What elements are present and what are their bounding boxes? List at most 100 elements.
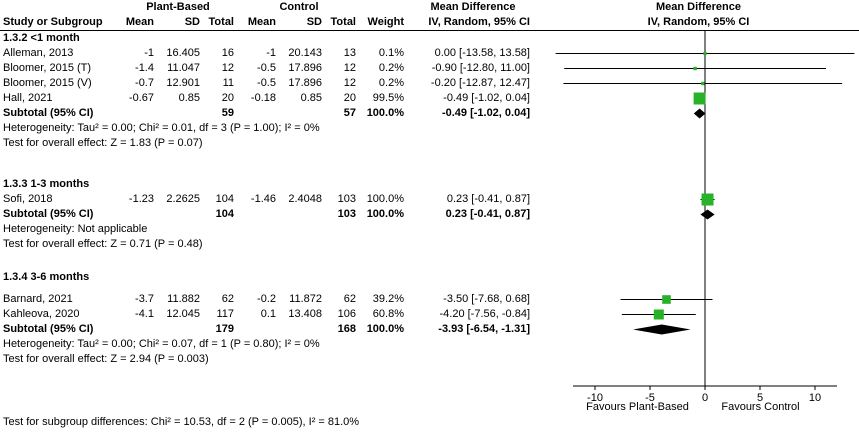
subtotal-label: Subtotal (95% CI): [3, 107, 94, 119]
study-row: Barnard, 2021 -3.7 11.882 62 -0.2 11.872…: [0, 292, 859, 307]
col-mean1: Mean: [125, 16, 154, 28]
ctrl-sd: 20.143: [288, 47, 322, 59]
overall-effect-text: Test for overall effect: Z = 1.83 (P = 0…: [3, 137, 203, 149]
group1-header: Plant-Based: [146, 1, 210, 13]
subtotal-row: Subtotal (95% CI) 179 168 100.0% -3.93 […: [0, 322, 859, 337]
heterogeneity-text: Heterogeneity: Tau² = 0.00; Chi² = 0.01,…: [3, 122, 320, 134]
weight: 0.2%: [378, 62, 404, 74]
table-header: Plant-Based Control Mean Difference Mean…: [0, 0, 859, 31]
weight: 0.1%: [378, 47, 404, 59]
subgroup-title: 1.3.4 3-6 months: [3, 271, 90, 283]
pb-total: 179: [215, 323, 234, 335]
ci-text: 0.00 [-13.58, 13.58]: [434, 47, 530, 59]
ctrl-mean: 0.1: [260, 308, 276, 320]
ci-text: -4.20 [-7.56, -0.84]: [439, 308, 531, 320]
col-study: Study or Subgroup: [3, 16, 103, 28]
study-row: Alleman, 2013 -1 16.405 16 -1 20.143 13 …: [0, 46, 859, 61]
study-row: Sofi, 2018 -1.23 2.2625 104 -1.46 2.4048…: [0, 192, 859, 207]
favours-left-label: Favours Plant-Based: [586, 401, 689, 413]
ci-text: -3.50 [-7.68, 0.68]: [443, 293, 530, 305]
pb-mean: -1.4: [135, 62, 154, 74]
pb-sd: 11.882: [167, 293, 200, 305]
ci-text: -0.90 [-12.80, 11.00]: [431, 62, 530, 74]
ctrl-total: 12: [343, 62, 356, 74]
ctrl-mean: -1: [266, 47, 276, 59]
effect-header-text: Mean Difference: [430, 1, 516, 13]
study-name: Kahleova, 2020: [3, 308, 80, 320]
ctrl-mean: -0.5: [257, 77, 276, 89]
ci-text: -3.93 [-6.54, -1.31]: [438, 323, 530, 335]
heterogeneity-text: Heterogeneity: Not applicable: [3, 223, 148, 235]
weight: 100.0%: [366, 323, 404, 335]
weight: 100.0%: [366, 208, 404, 220]
ctrl-mean: -0.5: [257, 62, 276, 74]
study-name: Barnard, 2021: [3, 293, 73, 305]
pb-sd: 16.405: [166, 47, 200, 59]
ctrl-sd: 13.408: [288, 308, 322, 320]
ctrl-total: 57: [343, 107, 356, 119]
study-name: Hall, 2021: [3, 92, 53, 104]
overall-effect-text: Test for overall effect: Z = 0.71 (P = 0…: [3, 238, 203, 250]
study-row: Hall, 2021 -0.67 0.85 20 -0.18 0.85 20 9…: [0, 91, 859, 106]
ctrl-sd: 11.872: [289, 293, 322, 305]
col-ci-plot: IV, Random, 95% CI: [647, 16, 750, 28]
pb-total: 104: [215, 208, 234, 220]
weight: 0.2%: [378, 77, 404, 89]
study-row: Bloomer, 2015 (T) -1.4 11.047 12 -0.5 17…: [0, 61, 859, 76]
ctrl-sd: 17.896: [288, 77, 322, 89]
pb-mean: -0.7: [135, 77, 154, 89]
ctrl-total: 62: [343, 293, 356, 305]
ctrl-total: 168: [337, 323, 356, 335]
pb-mean: -1.23: [128, 193, 154, 205]
weight: 100.0%: [366, 193, 404, 205]
ctrl-total: 13: [343, 47, 356, 59]
pb-mean: -3.7: [135, 293, 154, 305]
study-name: Bloomer, 2015 (T): [3, 62, 92, 74]
study-name: Sofi, 2018: [3, 193, 53, 205]
section-spacer: [0, 252, 859, 270]
weight: 100.0%: [366, 107, 404, 119]
ctrl-mean: -1.46: [250, 193, 276, 205]
ctrl-mean: -0.18: [250, 92, 276, 104]
ctrl-total: 20: [343, 92, 356, 104]
col-ci: IV, Random, 95% CI: [428, 16, 530, 28]
pb-total: 59: [221, 107, 234, 119]
study-name: Alleman, 2013: [3, 47, 74, 59]
pb-mean: -0.67: [128, 92, 154, 104]
ci-text: -0.20 [-12.87, 12.47]: [430, 77, 530, 89]
subtotal-row: Subtotal (95% CI) 59 57 100.0% -0.49 [-1…: [0, 106, 859, 121]
col-mean2: Mean: [247, 16, 276, 28]
weight: 99.5%: [372, 92, 404, 104]
col-sd1: SD: [184, 16, 200, 28]
study-row: Kahleova, 2020 -4.1 12.045 117 0.1 13.40…: [0, 307, 859, 322]
overall-effect-text: Test for overall effect: Z = 2.94 (P = 0…: [3, 353, 209, 365]
col-weight: Weight: [367, 16, 404, 28]
pb-sd: 2.2625: [166, 193, 200, 205]
study-name: Bloomer, 2015 (V): [3, 77, 92, 89]
pb-sd: 11.047: [167, 62, 200, 74]
study-row: Bloomer, 2015 (V) -0.7 12.901 11 -0.5 17…: [0, 76, 859, 91]
pb-mean: -1: [144, 47, 154, 59]
weight: 60.8%: [372, 308, 404, 320]
ctrl-sd: 0.85: [300, 92, 322, 104]
section-spacer: [0, 151, 859, 177]
pb-total: 11: [222, 77, 234, 89]
ctrl-sd: 17.896: [288, 62, 322, 74]
subgroup-title: 1.3.3 1-3 months: [3, 178, 90, 190]
subtotal-label: Subtotal (95% CI): [3, 208, 94, 220]
pb-total: 62: [221, 293, 234, 305]
subtotal-row: Subtotal (95% CI) 104 103 100.0% 0.23 [-…: [0, 207, 859, 222]
col-total1: Total: [208, 16, 234, 28]
col-total2: Total: [330, 16, 356, 28]
ci-text: -0.49 [-1.02, 0.04]: [441, 107, 530, 119]
subgroup-title: 1.3.2 <1 month: [3, 32, 80, 44]
pb-total: 20: [221, 92, 234, 104]
pb-total: 117: [216, 308, 234, 320]
pb-total: 12: [221, 62, 234, 74]
header-group-row: Plant-Based Control Mean Difference Mean…: [0, 0, 859, 15]
section-spacer: [0, 285, 859, 292]
pb-sd: 0.85: [178, 92, 200, 104]
header-column-row: Study or Subgroup Mean SD Total Mean SD …: [0, 15, 859, 30]
pb-mean: -4.1: [135, 308, 154, 320]
